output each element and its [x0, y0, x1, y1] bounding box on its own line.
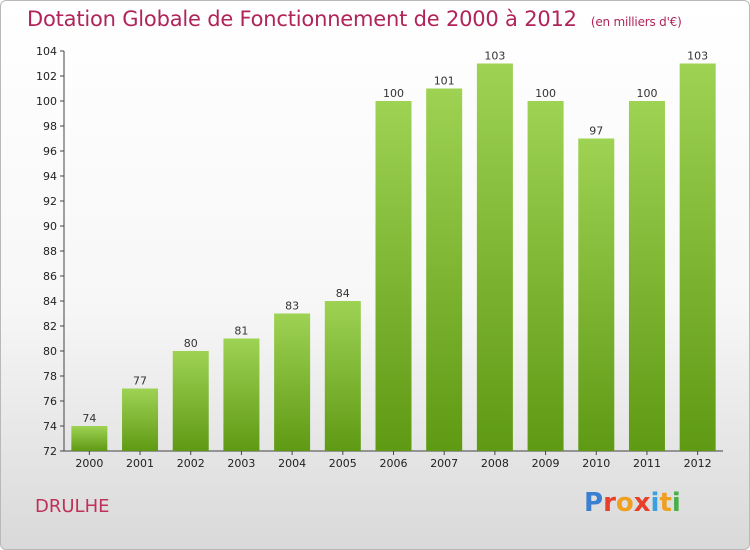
- bar-2012: [679, 63, 716, 451]
- value-label-2012: 103: [687, 50, 708, 63]
- y-tick-label: 72: [43, 445, 57, 458]
- y-tick-label: 92: [43, 195, 57, 208]
- x-tick-label-2012: 2012: [684, 457, 712, 470]
- bar-2001: [122, 388, 159, 451]
- bar-2008: [476, 63, 513, 451]
- bar-2007: [426, 88, 463, 451]
- value-label-2011: 100: [636, 87, 657, 100]
- x-tick-label-2008: 2008: [481, 457, 509, 470]
- chart-title: Dotation Globale de Fonctionnement de 20…: [27, 7, 682, 31]
- y-tick-label: 82: [43, 320, 57, 333]
- x-tick-label-2011: 2011: [633, 457, 661, 470]
- logo-letter: i: [650, 488, 660, 518]
- logo-letter: i: [671, 488, 681, 518]
- logo-letter: t: [659, 488, 672, 518]
- y-tick-label: 78: [43, 370, 57, 383]
- y-tick-label: 80: [43, 345, 57, 358]
- y-tick-label: 90: [43, 220, 57, 233]
- value-label-2002: 80: [184, 337, 198, 350]
- logo-letter: r: [603, 488, 616, 518]
- x-tick-label-2000: 2000: [75, 457, 103, 470]
- axes: 72 74 76 78 80 82 84 86 88 90 92 94 96 98 100 102 104 200…: [36, 45, 723, 470]
- value-label-2000: 74: [82, 412, 96, 425]
- y-tick-label: 76: [43, 395, 57, 408]
- value-label-2004: 83: [285, 300, 299, 313]
- value-label-2007: 101: [434, 75, 455, 88]
- bar-2011: [628, 101, 665, 451]
- value-labels: 74 77 80 81 83 84 100 101 103 100 97 100 103: [82, 50, 708, 426]
- x-tick-label-2003: 2003: [227, 457, 255, 470]
- bar-2005: [324, 301, 361, 451]
- y-tick-label: 100: [36, 95, 57, 108]
- y-tick-label: 88: [43, 245, 57, 258]
- y-tick-label: 98: [43, 120, 57, 133]
- bar-2000: [71, 426, 108, 451]
- logo-letter: x: [633, 488, 651, 518]
- y-tick-label: 96: [43, 145, 57, 158]
- value-label-2005: 84: [336, 287, 350, 300]
- logo-letter: P: [584, 488, 604, 518]
- value-label-2010: 97: [589, 125, 603, 138]
- y-tick-label: 104: [36, 45, 57, 58]
- value-label-2003: 81: [234, 325, 248, 338]
- x-tick-label-2001: 2001: [126, 457, 154, 470]
- y-tick-label: 94: [43, 170, 57, 183]
- bar-2002: [172, 351, 209, 451]
- x-tick-label-2009: 2009: [532, 457, 560, 470]
- x-tick-label-2007: 2007: [430, 457, 458, 470]
- logo-letter: o: [615, 488, 634, 518]
- place-name: DRULHE: [35, 496, 110, 517]
- bar-2009: [527, 101, 564, 451]
- bars: [71, 63, 716, 451]
- bar-2010: [578, 138, 615, 451]
- x-tick-label-2004: 2004: [278, 457, 306, 470]
- value-label-2008: 103: [484, 50, 505, 63]
- chart-title-text: Dotation Globale de Fonctionnement de 20…: [27, 7, 577, 31]
- x-tick-label-2005: 2005: [329, 457, 357, 470]
- y-tick-label: 84: [43, 295, 57, 308]
- y-tick-label: 86: [43, 270, 57, 283]
- bar-2003: [223, 338, 260, 451]
- value-label-2009: 100: [535, 87, 556, 100]
- y-tick-label: 74: [43, 420, 57, 433]
- chart-unit: (en milliers d'€): [590, 15, 682, 29]
- value-label-2001: 77: [133, 375, 147, 388]
- proxiti-logo: Proxiti: [584, 488, 681, 518]
- x-tick-label-2010: 2010: [582, 457, 610, 470]
- y-tick-label: 102: [36, 70, 57, 83]
- x-tick-label-2002: 2002: [177, 457, 205, 470]
- bar-2004: [274, 313, 311, 451]
- bar-2006: [375, 101, 412, 451]
- x-tick-label-2006: 2006: [380, 457, 408, 470]
- value-label-2006: 100: [383, 87, 404, 100]
